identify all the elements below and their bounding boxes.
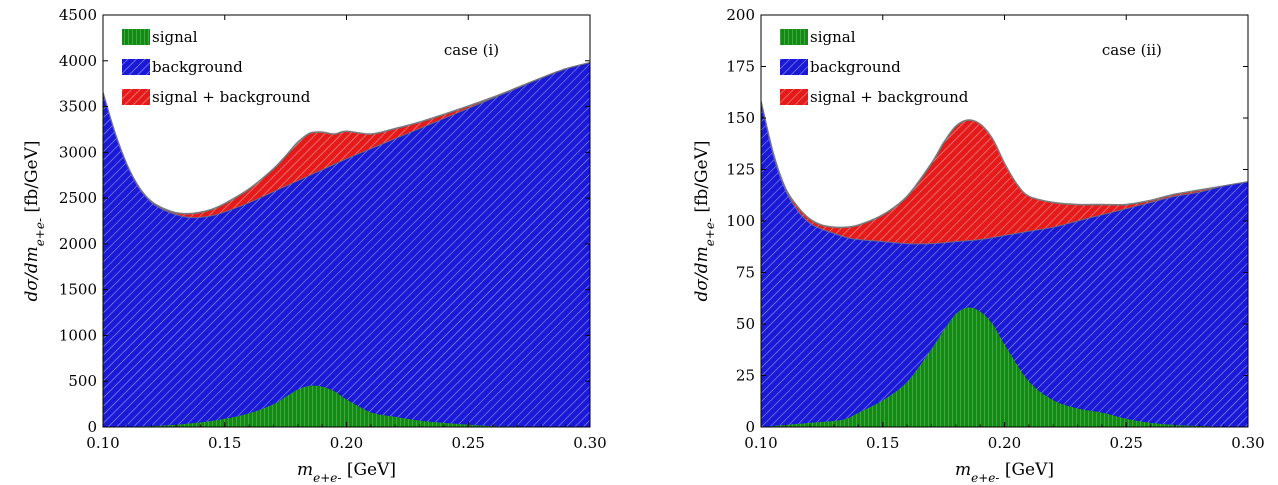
x-tick-label: 0.15 xyxy=(866,434,899,452)
y-tick-label: 1500 xyxy=(59,281,97,299)
y-tick-label: 2000 xyxy=(59,235,97,253)
legend-label-signal-background: signal + background xyxy=(152,88,311,106)
y-tick-label: 500 xyxy=(68,372,97,390)
x-tick-label: 0.20 xyxy=(988,434,1021,452)
series-area-signal xyxy=(103,385,590,427)
x-tick-label: 0.20 xyxy=(330,434,363,452)
legend: signal background signal + background xyxy=(780,28,969,106)
x-axis-label: me+e- [GeV] xyxy=(297,460,396,485)
series-line-signal-background xyxy=(761,101,1248,229)
x-tick-label: 0.15 xyxy=(208,434,241,452)
y-tick-label: 3000 xyxy=(59,143,97,161)
legend-swatch-background xyxy=(780,59,808,75)
series-area-background xyxy=(761,101,1248,427)
y-tick-label: 75 xyxy=(736,264,755,282)
legend-swatch-background xyxy=(122,59,150,75)
legend-label-background: background xyxy=(152,58,243,76)
y-tick-label: 50 xyxy=(736,315,755,333)
y-tick-label: 175 xyxy=(726,58,755,76)
x-tick-label: 0.25 xyxy=(1110,434,1143,452)
legend-swatch-signal-background xyxy=(780,89,808,105)
legend-swatch-signal xyxy=(122,29,150,45)
y-tick-label: 4000 xyxy=(59,52,97,70)
x-tick-label: 0.30 xyxy=(573,434,606,452)
y-tick-label: 25 xyxy=(736,367,755,385)
series-line-background xyxy=(103,62,590,219)
chart-panel-case-ii: 0.10 0.15 0.20 0.25 0.30 0 25 50 75 100 125 150 175 2… xyxy=(692,6,1265,485)
y-tick-label: 200 xyxy=(726,6,755,24)
x-tick-label: 0.30 xyxy=(1231,434,1264,452)
plot-area xyxy=(103,61,590,427)
y-tick-label: 125 xyxy=(726,161,755,179)
y-axis-label: dσ/dme+e- [fb/GeV] xyxy=(22,140,47,301)
legend-label-signal: signal xyxy=(152,28,198,46)
y-tick-label: 150 xyxy=(726,109,755,127)
x-tick-label: 0.10 xyxy=(86,434,119,452)
legend-label-background: background xyxy=(810,58,901,76)
legend-swatch-signal xyxy=(780,29,808,45)
y-tick-label: 1000 xyxy=(59,326,97,344)
y-tick-label: 2500 xyxy=(59,189,97,207)
legend-label-signal-background: signal + background xyxy=(810,88,969,106)
case-annotation: case (ii) xyxy=(1102,41,1162,59)
x-tick-label: 0.25 xyxy=(452,434,485,452)
series-line-signal-background xyxy=(103,61,590,215)
legend-swatch-signal-background xyxy=(122,89,150,105)
y-tick-label: 0 xyxy=(87,418,97,436)
series-line-background xyxy=(761,101,1248,245)
series-area-signal xyxy=(761,307,1248,427)
case-annotation: case (i) xyxy=(444,41,499,59)
y-tick-label: 100 xyxy=(726,212,755,230)
x-tick-label: 0.10 xyxy=(744,434,777,452)
series-area-background xyxy=(103,62,590,427)
legend: signal background signal + background xyxy=(122,28,311,106)
plot-area xyxy=(761,101,1248,427)
chart-panel-case-i: 0.10 0.15 0.20 0.25 0.30 0 500 1000 1500 2000 2500… xyxy=(22,6,607,485)
legend-label-signal: signal xyxy=(810,28,856,46)
y-tick-label: 4500 xyxy=(59,6,97,24)
y-tick-label: 0 xyxy=(745,418,755,436)
y-tick-label: 3500 xyxy=(59,98,97,116)
y-axis-label: dσ/dme+e- [fb/GeV] xyxy=(692,140,717,301)
x-axis-label: me+e- [GeV] xyxy=(955,460,1054,485)
